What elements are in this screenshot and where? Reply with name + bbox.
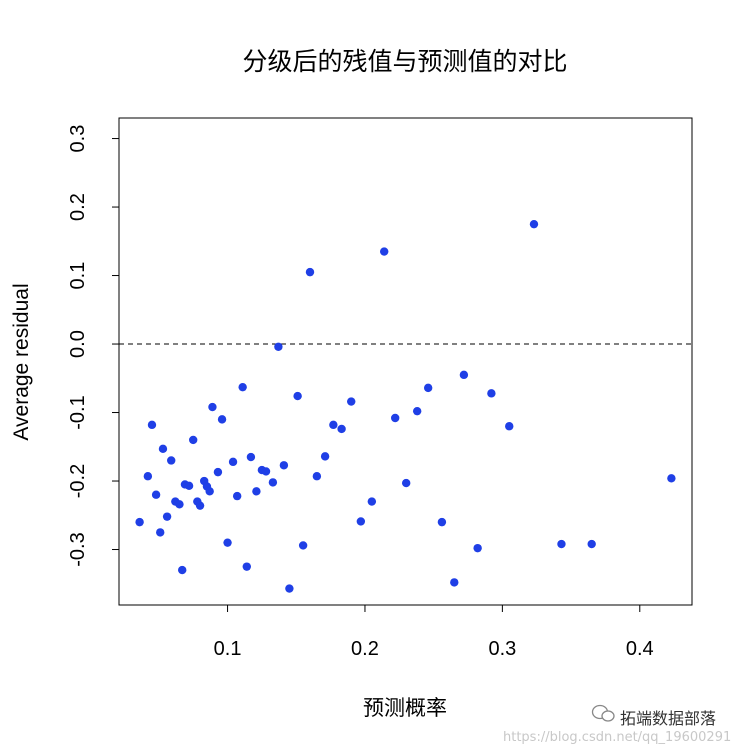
data-point [189, 435, 198, 445]
data-point [213, 467, 223, 477]
data-point [529, 219, 539, 229]
data-point [667, 474, 676, 483]
data-point [356, 517, 366, 526]
y-axis-label: Average residual [10, 283, 33, 440]
data-point [217, 415, 227, 424]
y-tick-label: -0.1 [67, 395, 89, 429]
data-point [293, 391, 302, 401]
data-point [473, 543, 482, 553]
data-point [298, 541, 308, 550]
data-point [135, 517, 144, 527]
data-point [208, 402, 217, 412]
data-point [205, 487, 214, 496]
x-axis: 0.1 0.2 0.3 0.4 [214, 604, 654, 660]
data-point [167, 456, 176, 465]
y-tick-label: -0.2 [67, 464, 89, 498]
data-point [184, 481, 194, 491]
data-point [390, 413, 400, 423]
data-point [252, 487, 261, 496]
data-point [437, 517, 447, 527]
watermark: 拓端数据部落 https://blog.csdn.net/qq_19600291 [503, 704, 731, 745]
y-axis: -0.3 -0.2 -0.1 0.0 0.1 0.2 0.3 [67, 125, 120, 567]
data-point [242, 562, 251, 571]
data-point [305, 267, 315, 277]
x-axis-label: 预测概率 [363, 696, 447, 720]
data-point [312, 472, 322, 481]
data-point [175, 500, 184, 509]
y-tick-label: 0.0 [67, 330, 89, 358]
y-tick-label: 0.2 [67, 193, 89, 221]
data-point [285, 584, 294, 593]
data-point [487, 389, 496, 398]
data-points [135, 219, 676, 593]
plot-frame [118, 117, 693, 606]
data-point [158, 444, 168, 454]
data-point [151, 490, 161, 499]
data-point [156, 528, 165, 537]
y-tick-label: 0.1 [67, 262, 89, 290]
x-tick-label: 0.1 [214, 638, 242, 660]
data-point [320, 452, 330, 461]
data-point [459, 370, 469, 380]
data-point [557, 539, 566, 549]
data-point [268, 478, 278, 487]
data-point [367, 497, 377, 506]
y-tick-label: -0.3 [67, 532, 89, 566]
data-point [162, 512, 172, 521]
data-point [228, 457, 238, 467]
data-point [401, 478, 411, 488]
data-point [147, 420, 157, 430]
data-point [412, 406, 422, 416]
data-point [223, 538, 232, 547]
data-point [261, 467, 271, 476]
data-point [329, 420, 338, 430]
y-tick-label: 0.3 [67, 125, 89, 153]
x-tick-label: 0.4 [626, 638, 654, 660]
data-point [505, 422, 514, 431]
chart-title: 分级后的残值与预测值的对比 [242, 47, 567, 76]
data-point [143, 472, 153, 481]
data-point [347, 397, 356, 406]
data-point [238, 382, 247, 392]
x-tick-label: 0.2 [351, 638, 379, 660]
data-point [195, 501, 205, 510]
data-point [380, 247, 389, 256]
watermark-url: https://blog.csdn.net/qq_19600291 [503, 730, 731, 745]
data-point [450, 578, 459, 587]
data-point [423, 383, 433, 393]
x-tick-label: 0.3 [488, 638, 516, 660]
wechat-icon [591, 704, 615, 722]
data-point [246, 452, 256, 462]
data-point [274, 342, 283, 351]
data-point [279, 461, 289, 470]
data-point [178, 565, 187, 575]
data-point [232, 491, 242, 501]
data-point [587, 539, 596, 549]
data-point [337, 424, 346, 434]
watermark-brand: 拓端数据部落 [620, 709, 716, 728]
